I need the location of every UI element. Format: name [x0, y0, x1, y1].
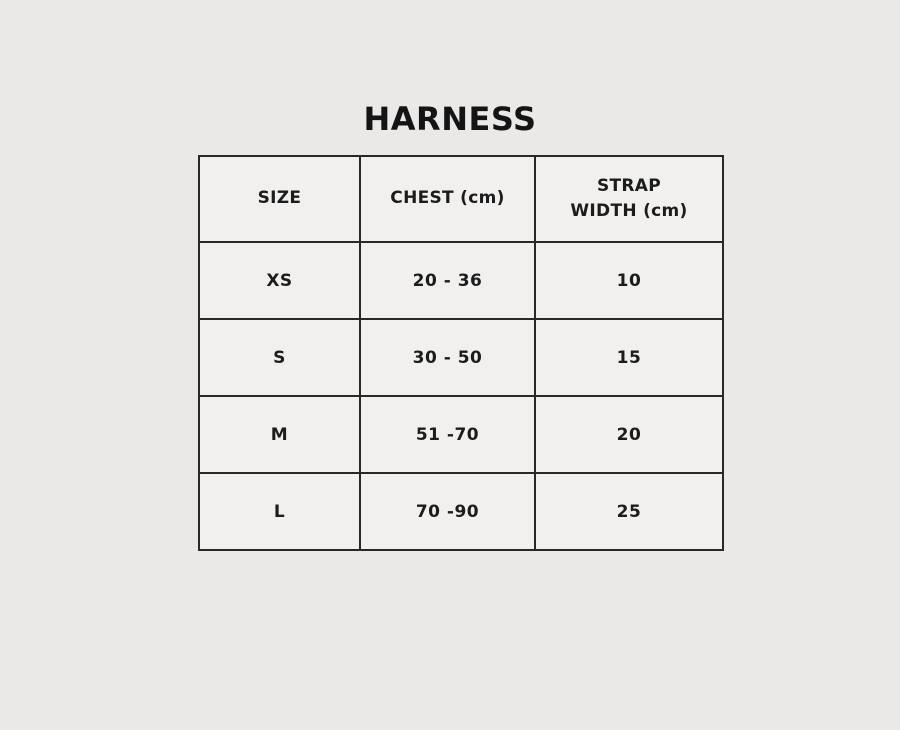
table-row: M 51 -70 20 [198, 395, 724, 474]
size-cell: L [198, 472, 361, 551]
harness-size-table: SIZE CHEST (cm) STRAP WIDTH (cm) XS 20 - … [198, 155, 724, 551]
chest-cell: 30 - 50 [359, 318, 536, 397]
table-header-row: SIZE CHEST (cm) STRAP WIDTH (cm) [198, 155, 724, 243]
column-header-strap-width: STRAP WIDTH (cm) [534, 155, 724, 243]
chest-cell: 51 -70 [359, 395, 536, 474]
table-body: XS 20 - 36 10 S 30 - 50 15 M 51 -70 20 L 70 -90 25 [198, 241, 724, 551]
strap-width-cell: 15 [534, 318, 724, 397]
column-header-chest: CHEST (cm) [359, 155, 536, 243]
strap-width-cell: 25 [534, 472, 724, 551]
table-row: L 70 -90 25 [198, 472, 724, 551]
page-title: HARNESS [363, 100, 537, 138]
chest-cell: 20 - 36 [359, 241, 536, 320]
chest-cell: 70 -90 [359, 472, 536, 551]
strap-width-cell: 20 [534, 395, 724, 474]
table-row: XS 20 - 36 10 [198, 241, 724, 320]
size-cell: M [198, 395, 361, 474]
table-row: S 30 - 50 15 [198, 318, 724, 397]
column-header-size: SIZE [198, 155, 361, 243]
strap-width-cell: 10 [534, 241, 724, 320]
size-cell: S [198, 318, 361, 397]
size-cell: XS [198, 241, 361, 320]
